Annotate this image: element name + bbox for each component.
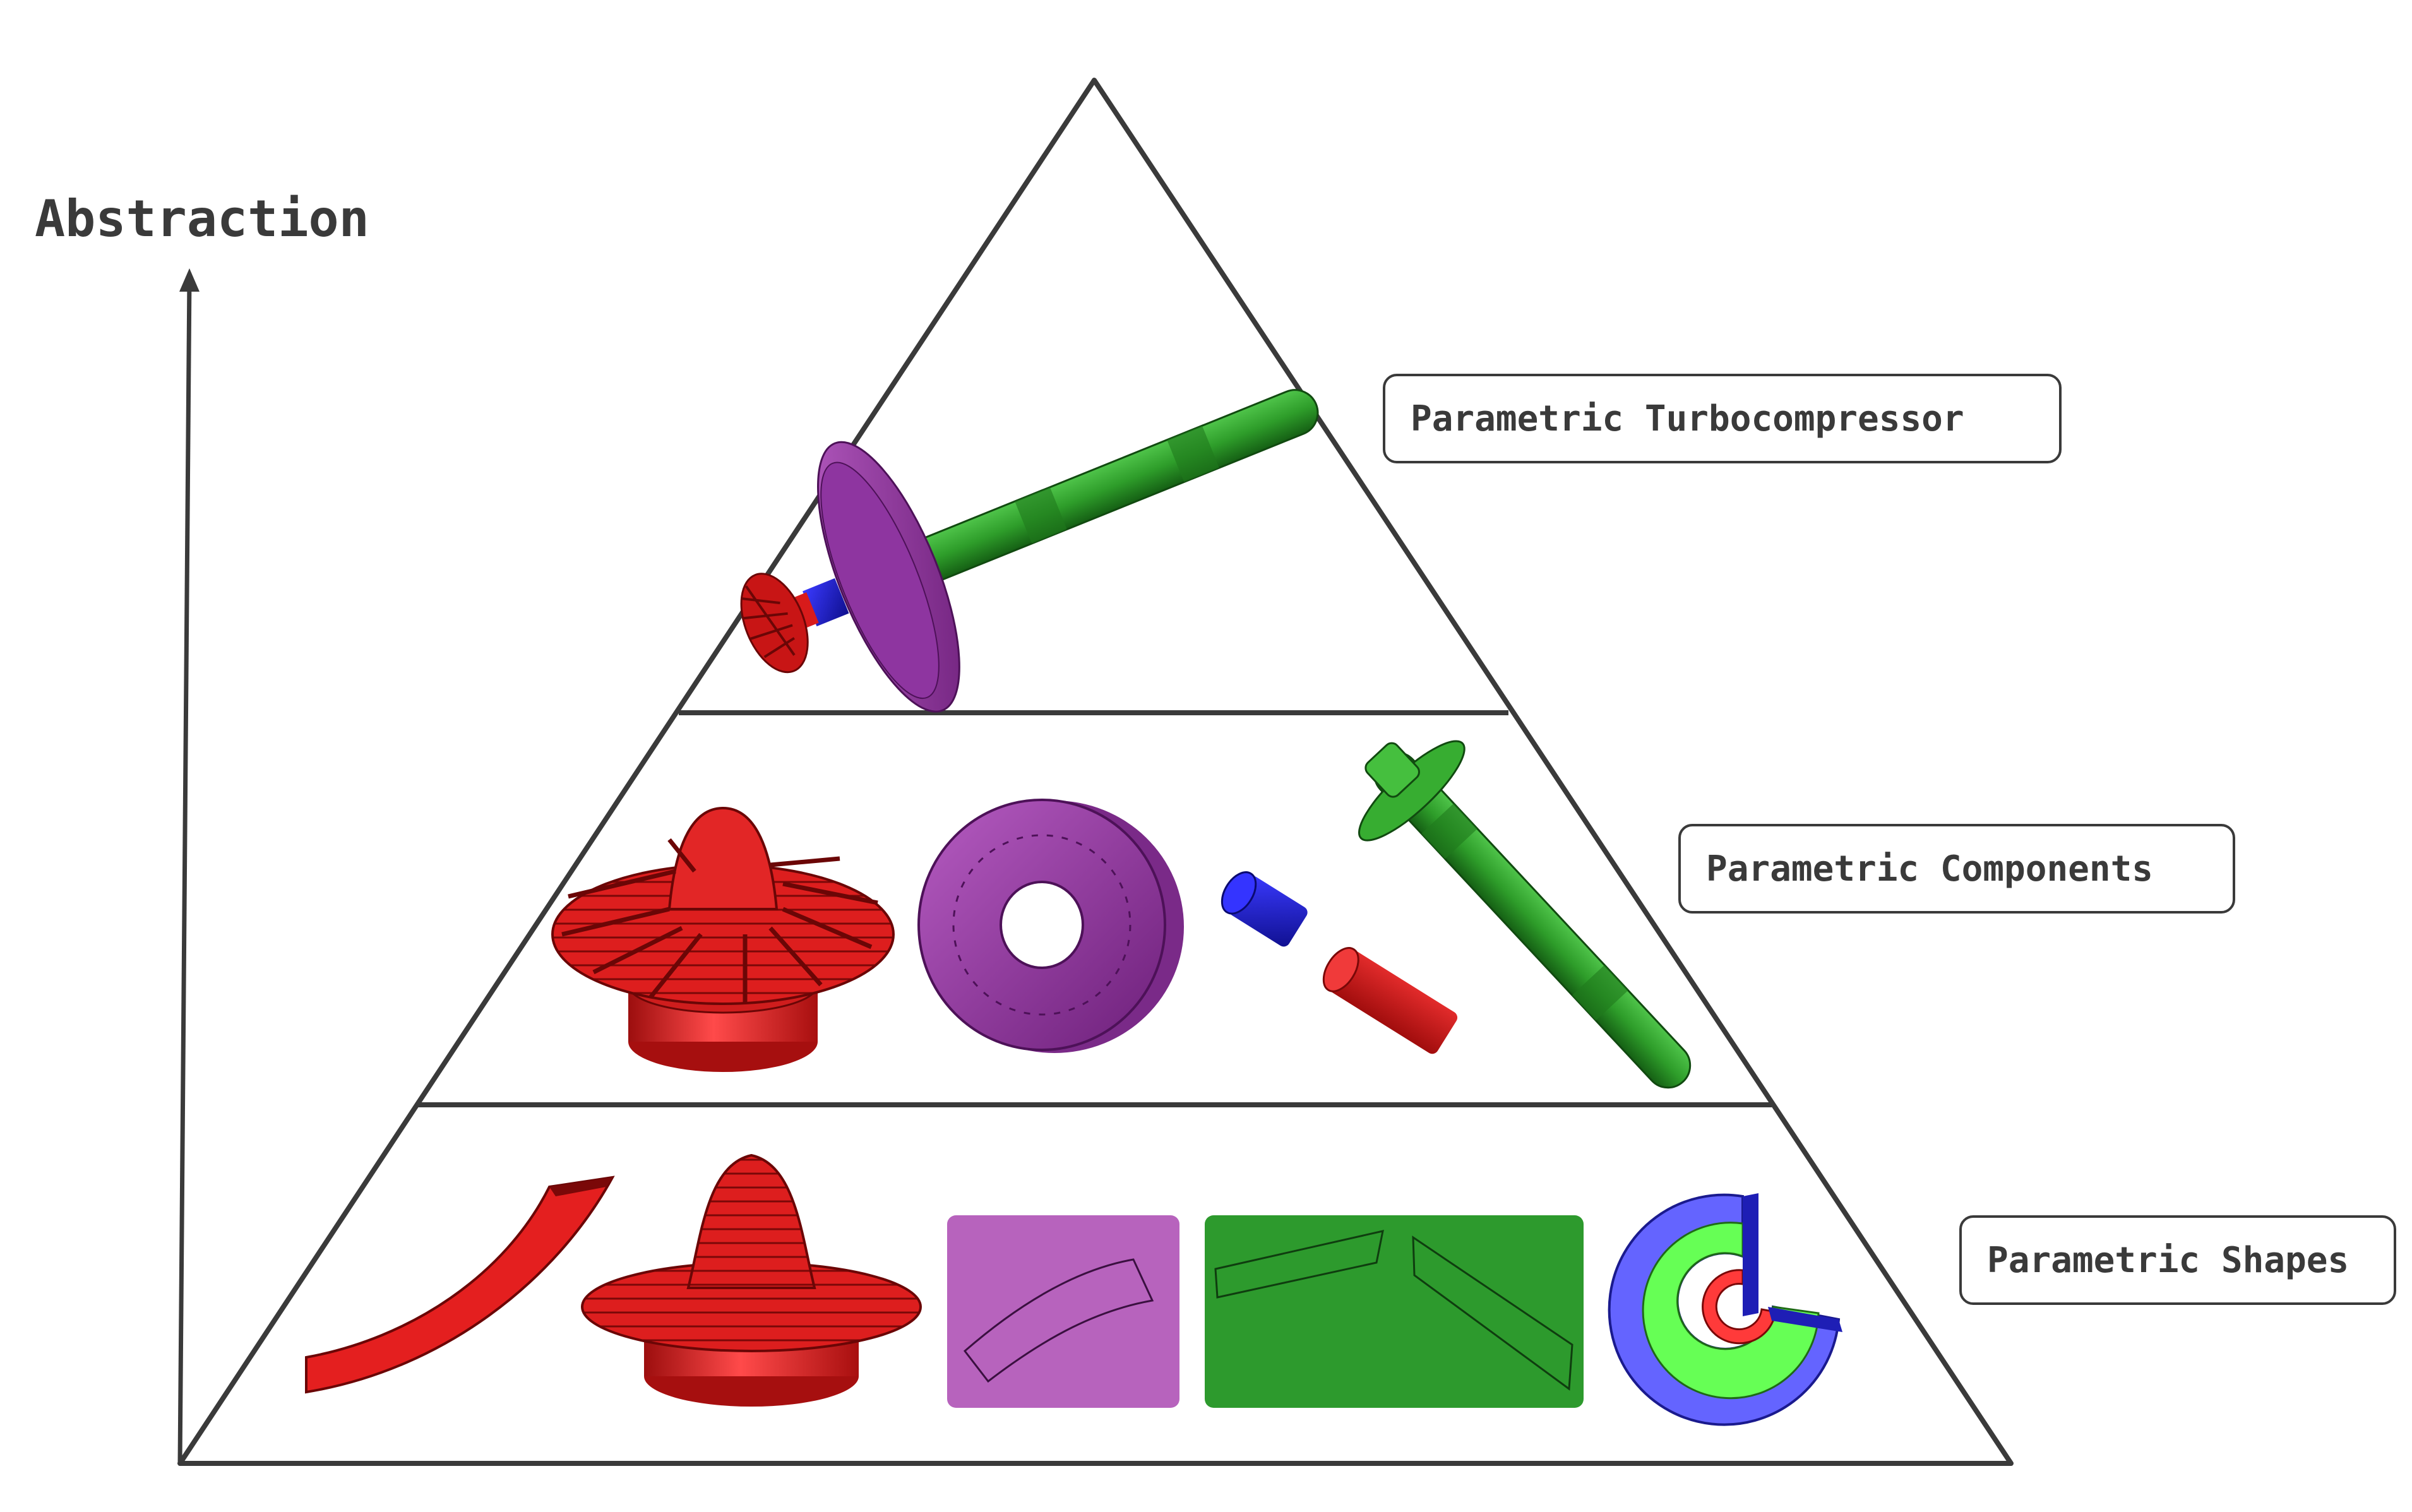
axis-arrowhead: [179, 268, 200, 292]
shaft-component: [1358, 740, 1692, 1089]
pyramid-outline: [177, 78, 2014, 1466]
pyramid: [177, 78, 2014, 1466]
assembly-shaft: [880, 389, 1319, 595]
level-label-shapes: Parametric Shapes: [1959, 1215, 2396, 1305]
blue-sleeve-component: [1221, 871, 1308, 947]
impeller-component: [551, 806, 895, 1072]
turbocompressor-assembly: [740, 389, 1319, 713]
thrust-disk-component: [917, 799, 1184, 1053]
profile-sketch-shape: [947, 1215, 1179, 1408]
revolved-section-shape: [1608, 1193, 1842, 1426]
vertical-axis-line: [177, 277, 192, 1464]
red-sleeve-component: [1322, 947, 1458, 1054]
hub-shape: [581, 1153, 922, 1407]
blade-sections-sketch-shape: [1205, 1215, 1584, 1408]
level-label-components: Parametric Components: [1678, 824, 2235, 914]
assembly-impeller: [740, 573, 809, 674]
axis-title: Abstraction: [35, 189, 369, 248]
blade-shape: [305, 1176, 615, 1394]
abstraction-axis: [177, 268, 200, 1464]
level-label-turbocompressor: Parametric Turbocompressor: [1383, 374, 2062, 463]
